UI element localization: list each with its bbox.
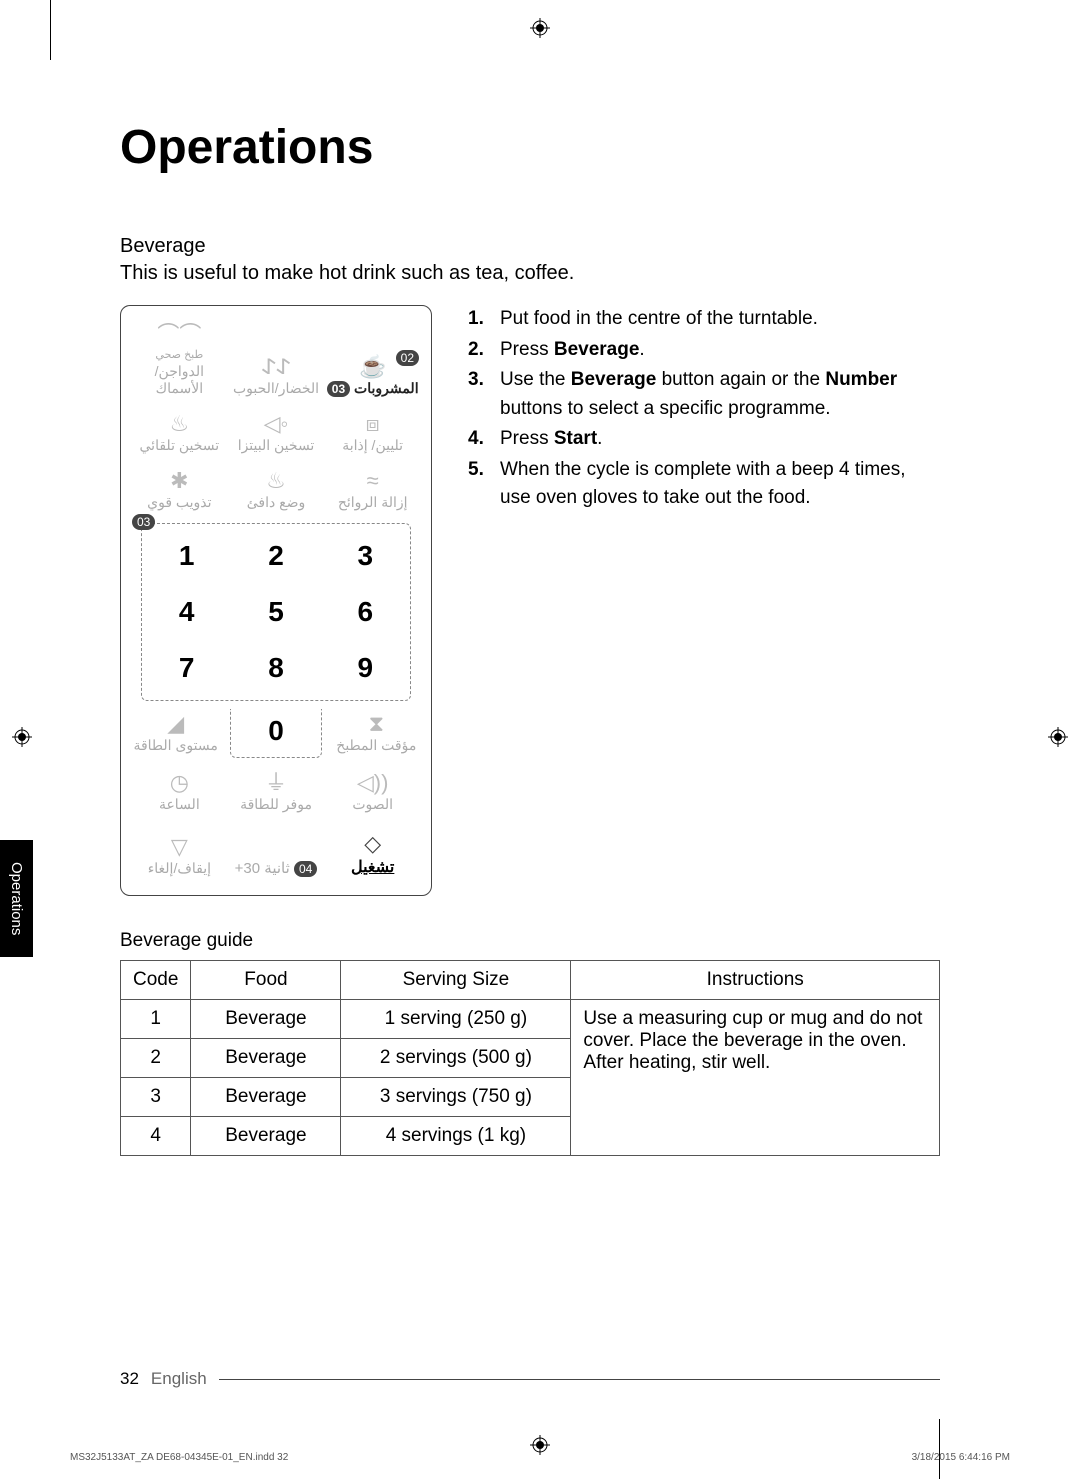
step-3: 3. Use the Beverage button again or the … xyxy=(468,366,940,423)
panel-btn-pizza-reheat: ◁◦ تسخين البيتزا xyxy=(228,409,325,458)
panel-btn-soften-melt: ⧈ تليين/ إذابة xyxy=(324,409,421,458)
keypad-3: 3 xyxy=(321,530,410,582)
section-intro: This is useful to make hot drink such as… xyxy=(120,262,940,285)
col-size: Serving Size xyxy=(341,961,571,1000)
instructions-cell: Use a measuring cup or mug and do not co… xyxy=(571,1000,940,1156)
step-4: 4. Press Start. xyxy=(468,425,940,454)
crop-mark xyxy=(939,1419,940,1479)
panel-btn-beverage: 02 ☕ 03 المشروبات xyxy=(324,352,421,401)
panel-btn-power-level: ◢ مستوى الطاقة xyxy=(131,709,220,758)
panel-btn-keep-warm: ♨ وضع دافئ xyxy=(228,466,325,515)
panel-btn-plus30: +30 ثانية 04 xyxy=(228,853,325,881)
step-5: 5. When the cycle is complete with a bee… xyxy=(468,456,940,513)
guide-heading: Beverage guide xyxy=(120,930,940,952)
beverage-guide-table: Code Food Serving Size Instructions 1 Be… xyxy=(120,960,940,1156)
control-panel-diagram: ⌒⌒ طبخ صحي الدواجن/الأسماك 𐰀𐰀 الخضار/الح… xyxy=(120,305,432,896)
keypad-7: 7 xyxy=(142,642,231,694)
panel-btn-power-defrost: ✱ تذويب قوي xyxy=(131,466,228,515)
col-instructions: Instructions xyxy=(571,961,940,1000)
col-code: Code xyxy=(121,961,191,1000)
keypad-0: 0 xyxy=(230,709,321,758)
panel-btn-deodorize: ≈ إزالة الروائح xyxy=(324,466,421,515)
panel-btn-stop-cancel: ▽ إيقاف/إلغاء xyxy=(131,832,228,881)
step-1: 1. Put food in the centre of the turntab… xyxy=(468,305,940,334)
snowflake-icon: ✱ xyxy=(131,470,228,492)
start-icon: ◇ xyxy=(324,833,421,855)
step-badge: 04 xyxy=(294,861,317,877)
keypad-9: 9 xyxy=(321,642,410,694)
clock-icon: ◷ xyxy=(131,772,228,794)
timer-icon: ⧗ xyxy=(332,713,421,735)
section-heading: Beverage xyxy=(120,235,940,258)
keypad-4: 4 xyxy=(142,586,231,638)
panel-btn-energy-save: ⏚ موفر للطاقة xyxy=(228,768,325,817)
healthy-cook-icon: ⌒⌒ xyxy=(131,324,228,346)
page-title: Operations xyxy=(120,120,940,175)
deodorize-icon: ≈ xyxy=(324,470,421,492)
page: Operations Beverage This is useful to ma… xyxy=(60,80,1020,1419)
keypad-5: 5 xyxy=(231,586,320,638)
sound-icon: ◁)) xyxy=(324,772,421,794)
number-keypad: 03 1 2 3 4 5 6 7 8 9 xyxy=(141,523,411,701)
panel-btn-clock: ◷ الساعة xyxy=(131,768,228,817)
stop-icon: ▽ xyxy=(131,836,228,858)
step-badge: 02 xyxy=(396,350,419,366)
footer-lang: English xyxy=(151,1369,207,1389)
veg-icon: 𐰀𐰀 xyxy=(228,356,325,378)
steam-icon: ♨ xyxy=(131,413,228,435)
soften-icon: ⧈ xyxy=(324,413,421,435)
registration-mark-icon xyxy=(12,727,32,753)
energy-save-icon: ⏚ xyxy=(228,772,325,794)
page-number: 32 xyxy=(120,1369,139,1389)
step-2: 2. Press Beverage. xyxy=(468,336,940,365)
print-footer: MS32J5133AT_ZA DE68-04345E-01_EN.indd 32… xyxy=(70,1452,1010,1463)
panel-btn-poultry-fish: ⌒⌒ طبخ صحي الدواجن/الأسماك xyxy=(131,320,228,401)
registration-mark-icon xyxy=(530,18,550,44)
step-badge: 03 xyxy=(327,381,350,397)
instruction-steps: 1. Put food in the centre of the turntab… xyxy=(468,305,940,515)
step-badge: 03 xyxy=(132,514,155,530)
panel-btn-start: ◇ تشغيل xyxy=(324,829,421,881)
pizza-icon: ◁◦ xyxy=(228,413,325,435)
power-level-icon: ◢ xyxy=(131,713,220,735)
page-footer: 32 English xyxy=(120,1369,940,1389)
panel-btn-auto-reheat: ♨ تسخين تلقائي xyxy=(131,409,228,458)
keypad-2: 2 xyxy=(231,530,320,582)
warm-icon: ♨ xyxy=(228,470,325,492)
side-tab-operations: Operations xyxy=(0,840,33,957)
registration-mark-icon xyxy=(1048,727,1068,753)
panel-btn-kitchen-timer: ⧗ مؤقت المطبخ xyxy=(332,709,421,758)
print-footer-left: MS32J5133AT_ZA DE68-04345E-01_EN.indd 32 xyxy=(70,1452,288,1463)
keypad-6: 6 xyxy=(321,586,410,638)
footer-rule xyxy=(219,1379,940,1380)
col-food: Food xyxy=(191,961,341,1000)
table-row: 1 Beverage 1 serving (250 g) Use a measu… xyxy=(121,1000,940,1039)
keypad-8: 8 xyxy=(231,642,320,694)
panel-btn-sound: ◁)) الصوت xyxy=(324,768,421,817)
print-footer-right: 3/18/2015 6:44:16 PM xyxy=(912,1452,1010,1463)
keypad-1: 1 xyxy=(142,530,231,582)
crop-mark xyxy=(50,0,51,60)
panel-btn-veg-grain: 𐰀𐰀 الخضار/الحبوب xyxy=(228,352,325,401)
